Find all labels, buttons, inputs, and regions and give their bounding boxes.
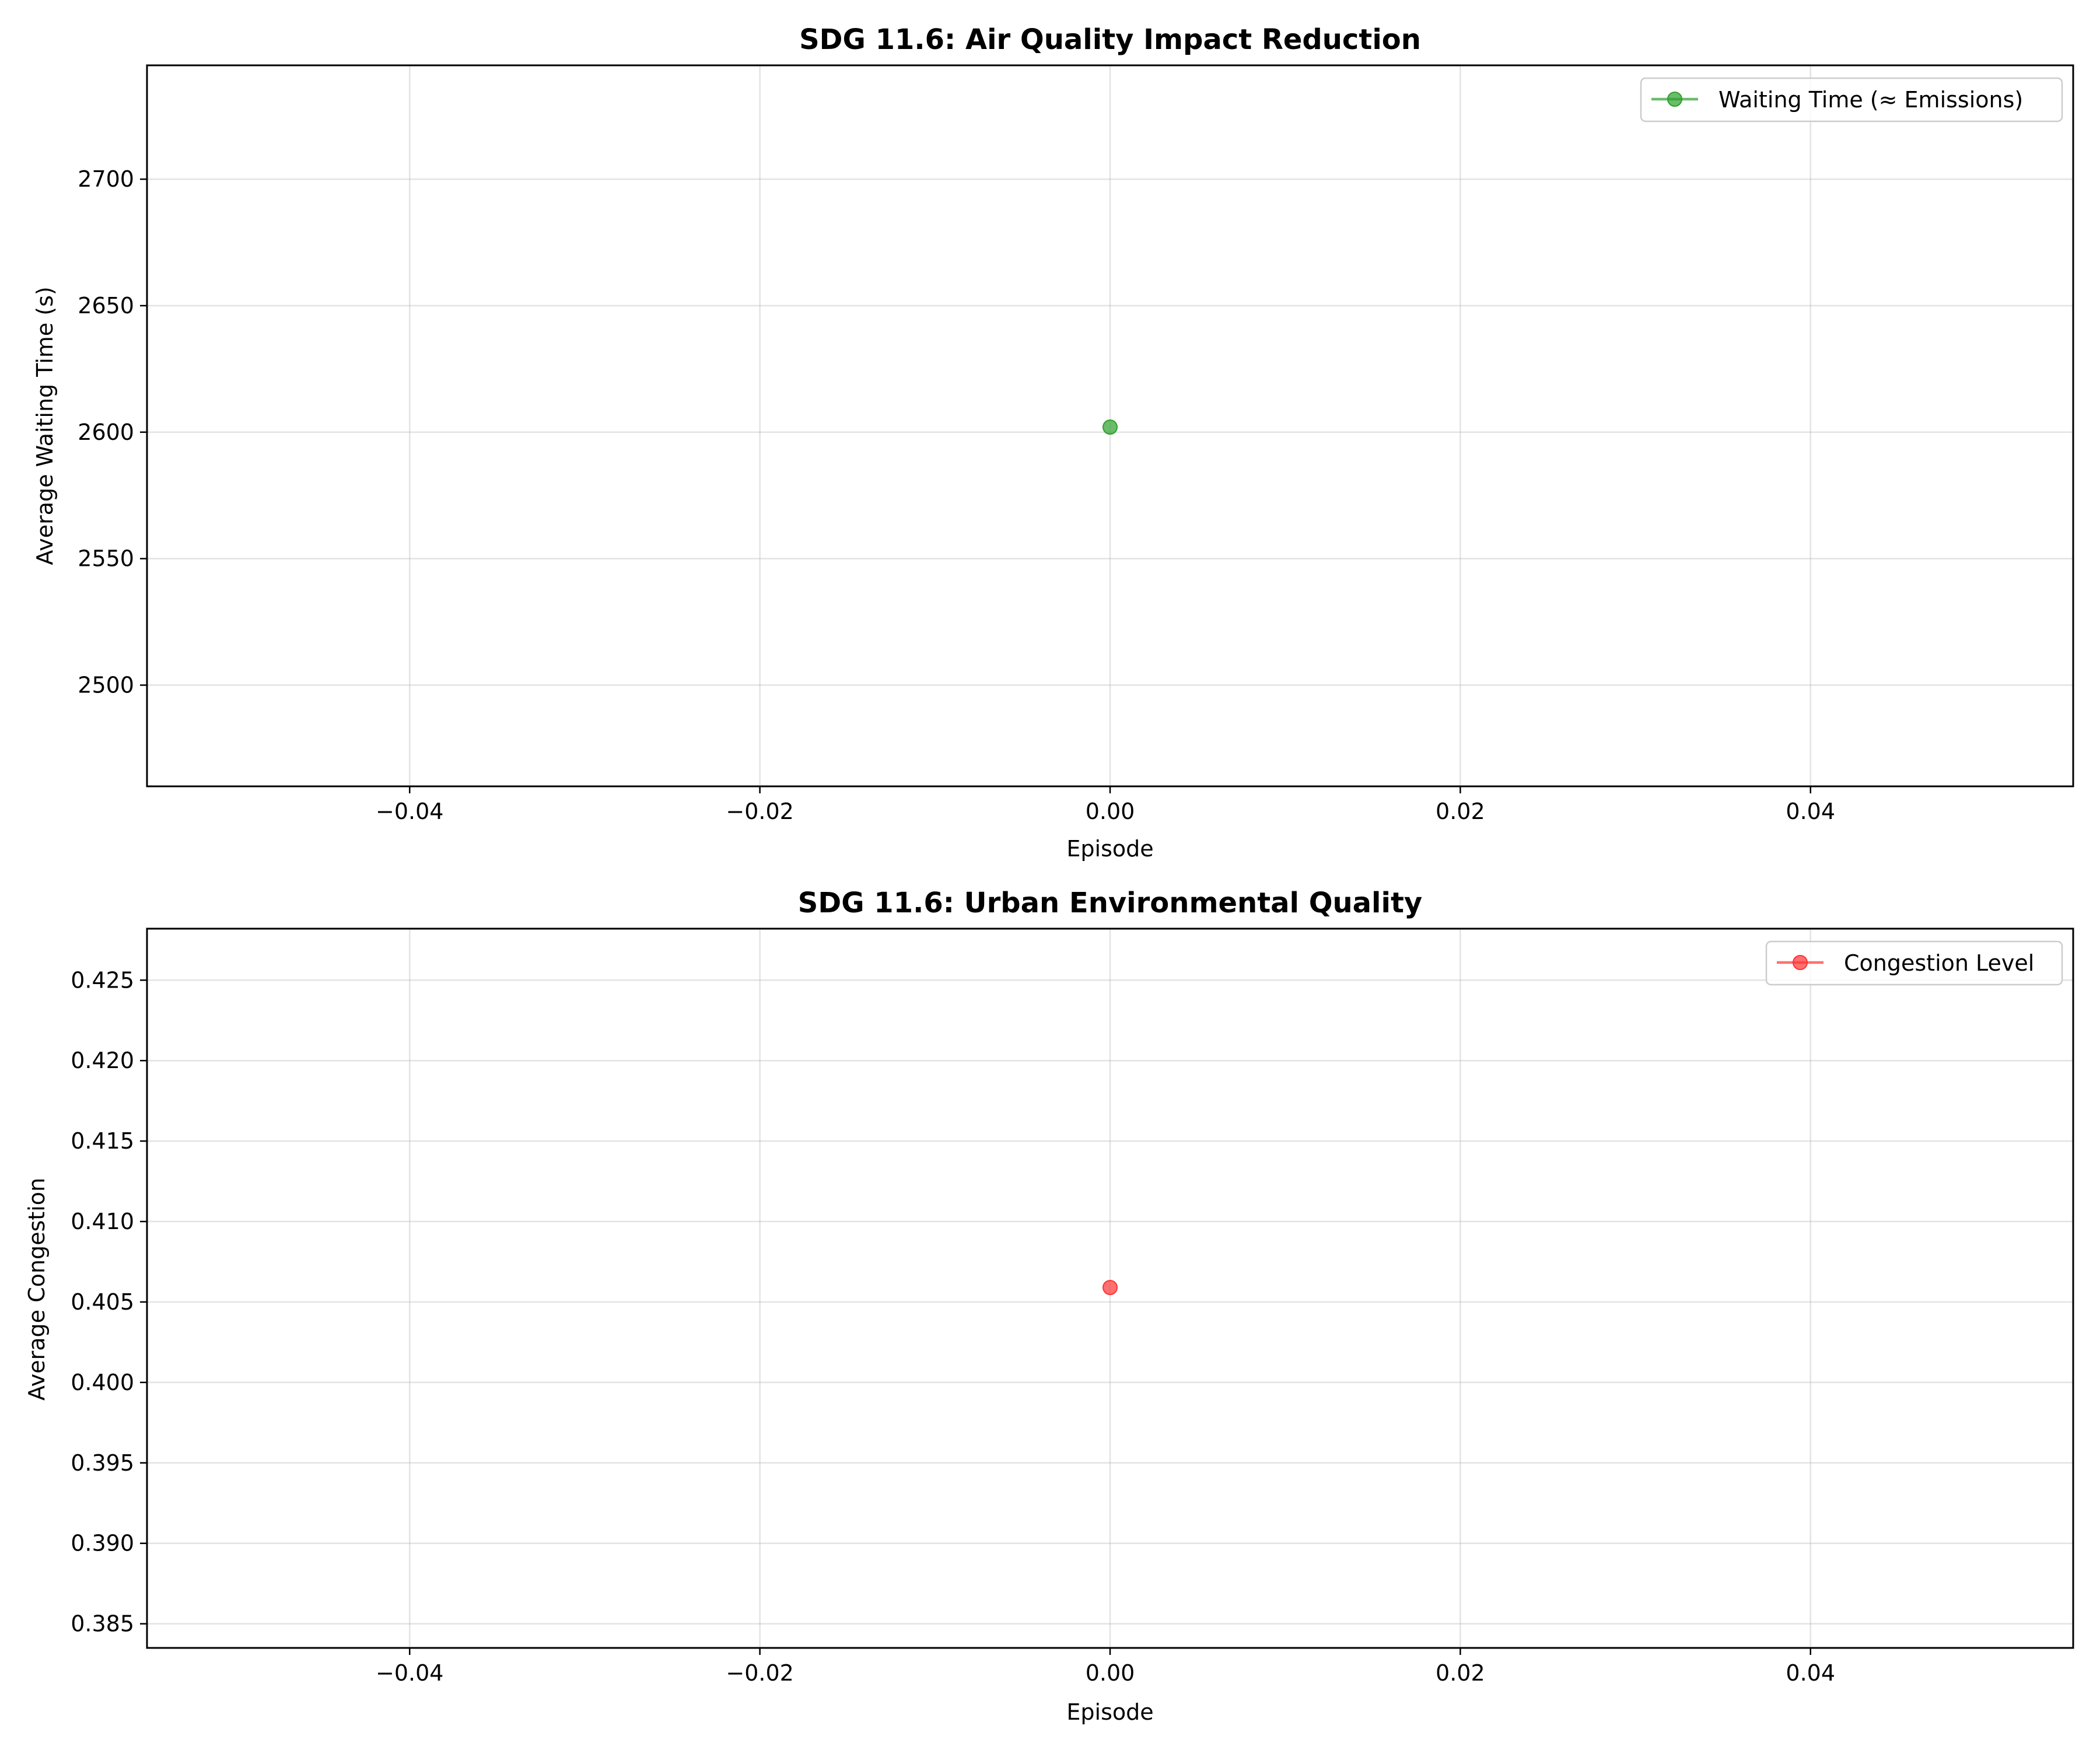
data-point xyxy=(1102,1280,1118,1296)
y-tick-label: 0.410 xyxy=(71,1209,134,1234)
y-tick-label: 0.420 xyxy=(71,1048,134,1073)
y-tick-label: 0.425 xyxy=(71,967,134,993)
chart-title: SDG 11.6: Urban Environmental Quality xyxy=(798,887,1422,919)
chart-panel-1: SDG 11.6: Air Quality Impact Reduction −… xyxy=(32,23,2074,862)
legend: Waiting Time (≈ Emissions) xyxy=(1640,77,2063,123)
chart-title: SDG 11.6: Air Quality Impact Reduction xyxy=(799,23,1421,56)
x-tick-label: 0.00 xyxy=(1086,799,1135,824)
y-axis-label: Average Congestion xyxy=(24,1178,50,1401)
x-tick-label: −0.02 xyxy=(726,1660,793,1686)
x-tick-label: −0.04 xyxy=(376,1660,443,1686)
x-tick-label: 0.04 xyxy=(1786,799,1835,824)
legend-frame xyxy=(1640,77,2063,123)
y-axis: 2500 2550 2600 2650 2700 xyxy=(78,166,147,698)
legend-label: Waiting Time (≈ Emissions) xyxy=(1718,87,2023,113)
series-layer xyxy=(1102,419,1118,435)
chart-panel-2: SDG 11.6: Urban Environmental Quality −0… xyxy=(24,887,2074,1725)
x-tick-label: −0.04 xyxy=(376,799,443,824)
y-tick-label: 0.400 xyxy=(71,1370,134,1395)
x-tick-label: −0.02 xyxy=(726,799,793,824)
y-tick-label: 2650 xyxy=(78,293,134,318)
y-tick-label: 0.405 xyxy=(71,1289,134,1315)
y-tick-label: 2600 xyxy=(78,419,134,445)
y-axis-label: Average Waiting Time (s) xyxy=(32,286,58,565)
y-tick-label: 0.385 xyxy=(71,1611,134,1637)
x-tick-label: 0.02 xyxy=(1436,799,1485,824)
x-axis-label: Episode xyxy=(1066,1699,1153,1725)
legend: Congestion Level xyxy=(1765,940,2063,986)
legend-label: Congestion Level xyxy=(1844,950,2034,976)
legend-marker xyxy=(1667,92,1682,107)
legend-frame xyxy=(1765,940,2063,986)
data-point xyxy=(1102,419,1118,435)
x-axis: −0.04 −0.02 0.00 0.02 0.04 xyxy=(376,786,1835,824)
y-tick-label: 2700 xyxy=(78,166,134,192)
x-tick-label: 0.02 xyxy=(1436,1660,1485,1686)
legend-marker xyxy=(1793,955,1808,970)
x-tick-label: 0.04 xyxy=(1786,1660,1835,1686)
x-axis: −0.04 −0.02 0.00 0.02 0.04 xyxy=(376,1648,1835,1686)
x-axis-label: Episode xyxy=(1066,836,1153,862)
grid xyxy=(147,929,2073,1648)
y-tick-label: 2500 xyxy=(78,673,134,698)
x-tick-label: 0.00 xyxy=(1086,1660,1135,1686)
y-axis: 0.385 0.390 0.395 0.400 0.405 0.410 0.415 0.420… xyxy=(71,967,147,1637)
y-tick-label: 0.415 xyxy=(71,1128,134,1154)
series-layer xyxy=(1102,1280,1118,1296)
y-tick-label: 2550 xyxy=(78,546,134,572)
y-tick-label: 0.390 xyxy=(71,1531,134,1556)
y-tick-label: 0.395 xyxy=(71,1450,134,1476)
